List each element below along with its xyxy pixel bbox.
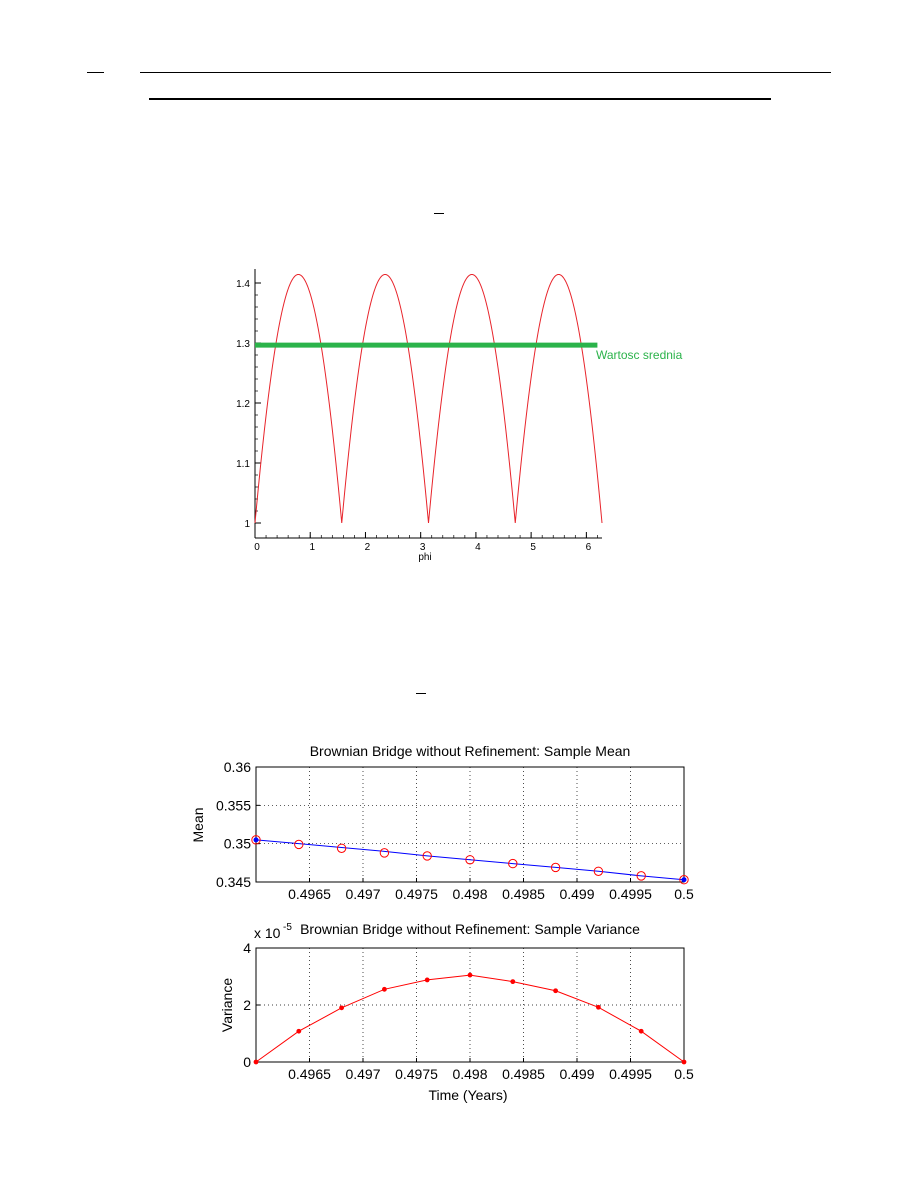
series-curve	[254, 273, 603, 524]
variance-point	[296, 1028, 302, 1034]
header-rule-long	[140, 72, 831, 73]
mean-point	[422, 851, 432, 861]
mean-x-tick-label: 0.4965	[288, 886, 331, 902]
mean-point	[679, 875, 689, 885]
variance-y-label: Variance	[219, 978, 235, 1032]
mean-x-tick-label: 0.498	[452, 886, 487, 902]
mean-point	[593, 866, 604, 876]
mean-frame	[255, 766, 685, 883]
x-tick-label: 6	[586, 542, 592, 553]
x-tick-label: 4	[475, 542, 481, 553]
y-tick-label: 1	[244, 519, 250, 530]
variance-point	[424, 977, 430, 983]
mean-line-endpoint	[253, 837, 259, 843]
mean-point	[465, 855, 475, 865]
variance-x-tick-label: 0.4975	[395, 1066, 438, 1082]
y-tick-label: 1.2	[236, 399, 250, 410]
y-tick-label: 1.4	[236, 279, 250, 290]
variance-exponent-base: x 10	[254, 925, 281, 941]
variance-y-tick-label: 0	[243, 1054, 251, 1070]
variance-x-tick-label: 0.497	[345, 1066, 380, 1082]
mean-x-tick-label: 0.4985	[502, 886, 545, 902]
mean-title: Brownian Bridge without Refinement: Samp…	[310, 743, 631, 759]
variance-title: Brownian Bridge without Refinement: Samp…	[300, 921, 640, 937]
mean-x-tick-label: 0.5	[674, 886, 694, 902]
variance-point	[467, 972, 473, 978]
variance-exponent: -5	[283, 922, 292, 933]
variance-x-tick-label: 0.4995	[609, 1066, 652, 1082]
mean-line-label: Wartosc srednia	[596, 348, 683, 362]
overline-mark-1	[434, 213, 444, 214]
mean-line-endpoint	[681, 877, 687, 883]
mean-y-tick-label: 0.355	[216, 797, 251, 813]
x-tick-label: 2	[365, 542, 371, 553]
y-tick-label: 1.3	[236, 339, 250, 350]
variance-x-label: Time (Years)	[428, 1087, 507, 1103]
mean-point	[251, 835, 261, 845]
variance-point	[638, 1028, 644, 1034]
mean-x-tick-label: 0.4975	[395, 886, 438, 902]
mean-point	[336, 843, 347, 853]
variance-x-tick-label: 0.5	[674, 1066, 694, 1082]
variance-point	[510, 979, 516, 985]
x-axis-label: phi	[418, 552, 431, 563]
mean-point	[550, 862, 561, 873]
x-tick-label: 1	[309, 542, 315, 553]
y-tick-label: 1.1	[236, 459, 250, 470]
mean-point	[379, 848, 390, 858]
variance-x-tick-label: 0.499	[559, 1066, 594, 1082]
mean-y-tick-label: 0.36	[224, 759, 251, 775]
mean-point	[508, 858, 518, 869]
section-rule	[149, 98, 771, 100]
mean-x-tick-label: 0.4995	[609, 886, 652, 902]
variance-point	[681, 1059, 687, 1065]
mean-point	[294, 839, 304, 850]
mean-y-tick-label: 0.345	[216, 874, 251, 890]
variance-x-tick-label: 0.4985	[502, 1066, 545, 1082]
variance-point	[553, 988, 558, 994]
x-tick-label: 5	[530, 542, 536, 553]
variance-point	[382, 986, 387, 992]
mean-y-tick-label: 0.35	[224, 836, 251, 852]
variance-point	[339, 1005, 344, 1011]
header-rule-short	[87, 72, 104, 73]
x-tick-label: 3	[420, 542, 426, 553]
figure-brownian-bridge: 0.4965 0.497 0.4975 0.498 0.4985 0.499 0.4995 0…	[190, 743, 694, 1103]
variance-point	[596, 1004, 601, 1010]
mean-x-tick-label: 0.497	[345, 886, 380, 902]
variance-x-tick-label: 0.4965	[288, 1066, 331, 1082]
mean-line	[255, 839, 685, 881]
x-tick-label: 0	[254, 542, 260, 553]
mean-x-tick-label: 0.499	[559, 886, 594, 902]
variance-x-tick-label: 0.498	[452, 1066, 487, 1082]
variance-y-tick-label: 4	[243, 940, 251, 956]
figure-phi-chart: 1 1.1 1.2 1.3 1.4 0 1 2 3 4 5 6 phi Wartosc srednia	[236, 269, 683, 563]
variance-y-tick-label: 2	[243, 997, 251, 1013]
mean-y-label: Mean	[190, 807, 206, 842]
variance-point	[253, 1059, 259, 1065]
overline-mark-2	[416, 693, 426, 694]
mean-point	[636, 871, 646, 881]
